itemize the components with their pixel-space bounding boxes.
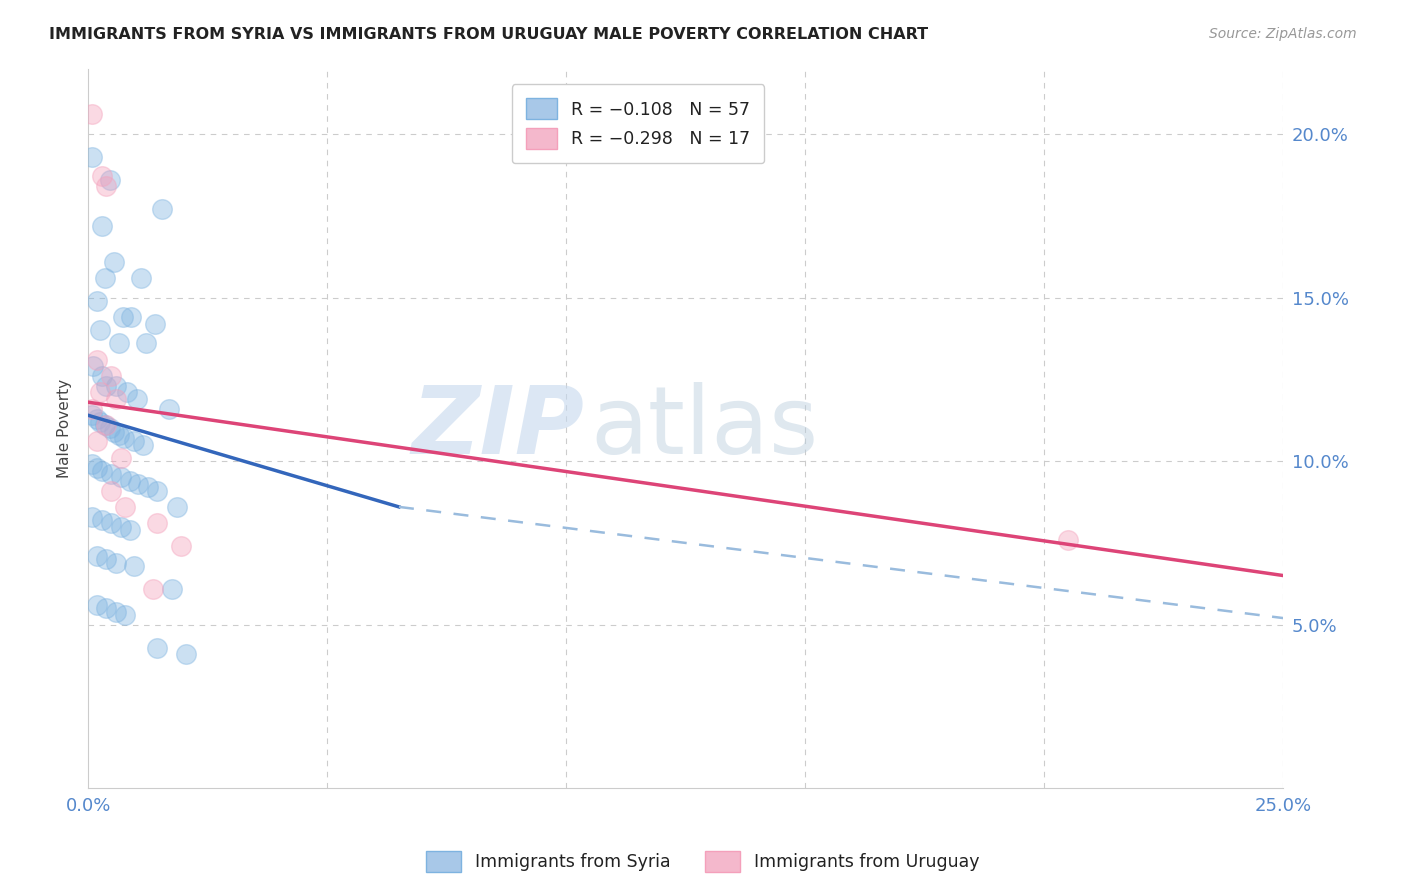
Point <box>89 323 111 337</box>
Point <box>110 519 132 533</box>
Point <box>1057 533 1080 547</box>
Point <box>98 421 121 435</box>
Point <box>96 418 118 433</box>
Point <box>132 438 155 452</box>
Point <box>96 552 118 566</box>
Point <box>122 434 145 449</box>
Point <box>89 385 111 400</box>
Point <box>96 179 118 194</box>
Point <box>98 173 121 187</box>
Point <box>170 539 193 553</box>
Point <box>146 483 169 498</box>
Point <box>135 336 157 351</box>
Point <box>114 607 136 622</box>
Point <box>146 516 169 531</box>
Point <box>90 169 112 184</box>
Point <box>80 509 103 524</box>
Point <box>127 477 149 491</box>
Point <box>86 352 108 367</box>
Point <box>103 254 125 268</box>
Point <box>136 480 159 494</box>
Point <box>80 107 103 121</box>
Point <box>159 401 181 416</box>
Point <box>103 425 125 439</box>
Point <box>114 500 136 514</box>
Point <box>117 385 139 400</box>
Point <box>104 605 127 619</box>
Text: ZIP: ZIP <box>412 383 585 475</box>
Point <box>100 483 122 498</box>
Point <box>120 474 142 488</box>
Point <box>80 150 103 164</box>
Point <box>143 317 166 331</box>
Point <box>108 428 131 442</box>
Point <box>120 523 142 537</box>
Point <box>122 558 145 573</box>
Point <box>100 516 122 531</box>
Point <box>112 431 135 445</box>
Point <box>104 556 127 570</box>
Point <box>91 369 114 384</box>
Point <box>86 434 108 449</box>
Point <box>90 513 112 527</box>
Point <box>86 549 108 563</box>
Point <box>100 467 122 482</box>
Point <box>104 392 127 406</box>
Point <box>111 310 134 325</box>
Point <box>96 379 118 393</box>
Point <box>142 582 165 596</box>
Point <box>86 598 108 612</box>
Point <box>120 310 142 325</box>
Point <box>104 379 127 393</box>
Point <box>125 392 148 406</box>
Point <box>86 460 108 475</box>
Point <box>94 418 117 433</box>
Point <box>80 409 103 423</box>
Point <box>160 582 183 596</box>
Point <box>90 464 112 478</box>
Point <box>89 415 111 429</box>
Point <box>166 500 188 514</box>
Text: IMMIGRANTS FROM SYRIA VS IMMIGRANTS FROM URUGUAY MALE POVERTY CORRELATION CHART: IMMIGRANTS FROM SYRIA VS IMMIGRANTS FROM… <box>49 27 928 42</box>
Legend: Immigrants from Syria, Immigrants from Uruguay: Immigrants from Syria, Immigrants from U… <box>419 844 987 879</box>
Legend: R = −0.108   N = 57, R = −0.298   N = 17: R = −0.108 N = 57, R = −0.298 N = 17 <box>512 85 763 163</box>
Point <box>110 470 132 484</box>
Point <box>110 450 132 465</box>
Point <box>174 647 197 661</box>
Point <box>146 640 169 655</box>
Point <box>129 271 152 285</box>
Point <box>100 369 122 384</box>
Point <box>82 359 104 374</box>
Point <box>108 336 131 351</box>
Point <box>96 601 118 615</box>
Point <box>94 271 117 285</box>
Text: atlas: atlas <box>591 383 818 475</box>
Point <box>80 401 103 416</box>
Point <box>90 219 112 233</box>
Text: Source: ZipAtlas.com: Source: ZipAtlas.com <box>1209 27 1357 41</box>
Point <box>150 202 173 217</box>
Point <box>86 411 108 425</box>
Y-axis label: Male Poverty: Male Poverty <box>58 379 72 478</box>
Point <box>86 293 108 308</box>
Point <box>80 458 103 472</box>
